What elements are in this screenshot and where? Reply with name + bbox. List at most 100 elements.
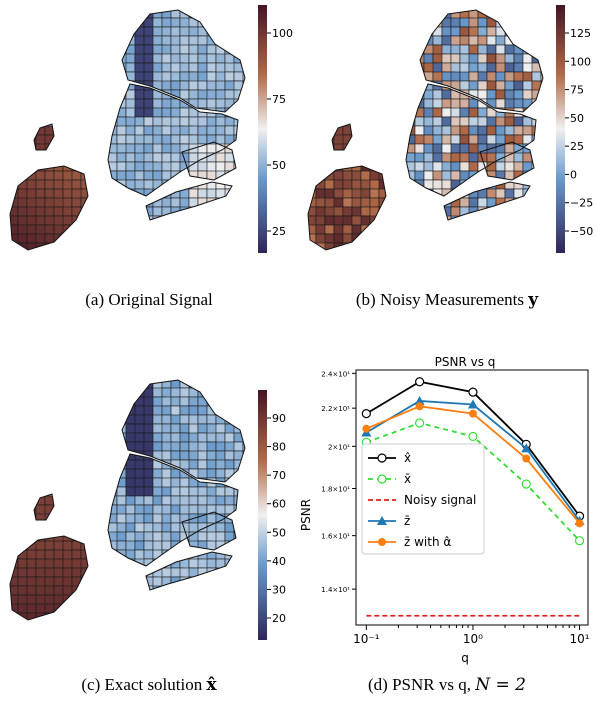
map-region — [44, 89, 55, 100]
map-region — [468, 215, 483, 226]
map-region — [197, 10, 212, 23]
map-region — [116, 80, 127, 95]
map-region — [53, 513, 68, 528]
map-region — [387, 44, 402, 55]
map-region — [98, 98, 109, 113]
map-region — [242, 468, 245, 483]
legend-label: x̂ — [404, 451, 411, 465]
map-region — [360, 143, 371, 158]
map-region — [540, 44, 543, 55]
map-region — [143, 125, 154, 136]
map-region — [107, 432, 118, 443]
map-region — [378, 215, 389, 226]
map-region — [360, 152, 371, 167]
map-region — [531, 143, 542, 154]
map-region — [98, 522, 109, 533]
map-region — [179, 396, 190, 407]
map-region — [477, 224, 488, 235]
map-region — [134, 161, 145, 172]
map-region — [342, 161, 353, 172]
map-region — [495, 215, 506, 230]
map-region — [44, 35, 55, 50]
map-region — [414, 80, 425, 95]
map-region — [387, 10, 398, 19]
map-region — [89, 495, 104, 506]
map-region — [10, 522, 19, 537]
map-region — [153, 252, 162, 261]
map-region — [242, 98, 245, 109]
map-region — [170, 17, 181, 28]
map-region — [161, 242, 176, 250]
colorbar-tick-label: 40 — [272, 555, 286, 568]
map-region — [242, 233, 245, 244]
map-region — [9, 0, 18, 9]
map-region — [71, 44, 82, 55]
map-region — [62, 405, 77, 416]
map-region — [188, 504, 199, 515]
map-region — [459, 224, 474, 239]
map-region — [62, 116, 73, 131]
map-region — [242, 594, 245, 605]
map-region — [233, 152, 244, 163]
map-region — [242, 10, 245, 19]
map-region — [35, 206, 46, 217]
map-region — [44, 558, 55, 569]
map-region — [0, 370, 9, 379]
map-region — [10, 71, 19, 82]
map-region — [179, 170, 190, 181]
map-region — [396, 62, 411, 73]
map-region — [180, 0, 189, 9]
map-region — [134, 170, 145, 181]
map-region — [161, 486, 172, 497]
map-region — [387, 215, 398, 230]
map-region — [0, 243, 9, 252]
map-region — [224, 459, 235, 470]
map-region — [188, 612, 199, 620]
caption-b-text: (b) Noisy Measurements — [355, 290, 529, 309]
map-region — [405, 71, 420, 82]
map-region — [10, 380, 14, 389]
map-region — [188, 396, 199, 407]
map-region — [459, 98, 470, 109]
map-region — [35, 423, 50, 438]
map-region — [522, 35, 533, 46]
map-region — [107, 107, 118, 118]
map-region — [215, 206, 226, 221]
map-region — [441, 215, 452, 226]
map-region — [378, 26, 389, 37]
map-region — [53, 98, 64, 113]
map-region — [233, 585, 245, 596]
map-region — [378, 107, 393, 118]
map-region — [387, 233, 398, 248]
map-region — [125, 585, 136, 596]
map-region — [62, 107, 73, 118]
map-region — [298, 144, 307, 153]
map-region — [10, 143, 14, 154]
map-region — [98, 107, 109, 118]
map-region — [351, 10, 362, 14]
map-region — [360, 179, 371, 190]
map-region — [298, 90, 307, 103]
map-region — [62, 242, 77, 250]
map-region — [414, 152, 425, 163]
map-region — [405, 188, 416, 199]
map-region — [315, 116, 326, 127]
map-region — [315, 125, 326, 136]
map-region — [80, 414, 91, 425]
map-region — [53, 89, 64, 100]
map-region — [17, 432, 28, 447]
map-region — [98, 224, 109, 235]
map-region — [89, 188, 100, 203]
map-region — [441, 10, 456, 14]
map-region — [315, 98, 326, 113]
map-region — [53, 405, 68, 420]
map-region — [540, 26, 543, 37]
map-region — [44, 432, 55, 447]
map-region — [414, 17, 429, 28]
map-region — [206, 468, 217, 479]
map-region — [0, 0, 9, 13]
map-region — [540, 17, 543, 28]
map-region — [308, 62, 321, 73]
map-region — [107, 450, 118, 461]
map-region — [80, 143, 91, 154]
